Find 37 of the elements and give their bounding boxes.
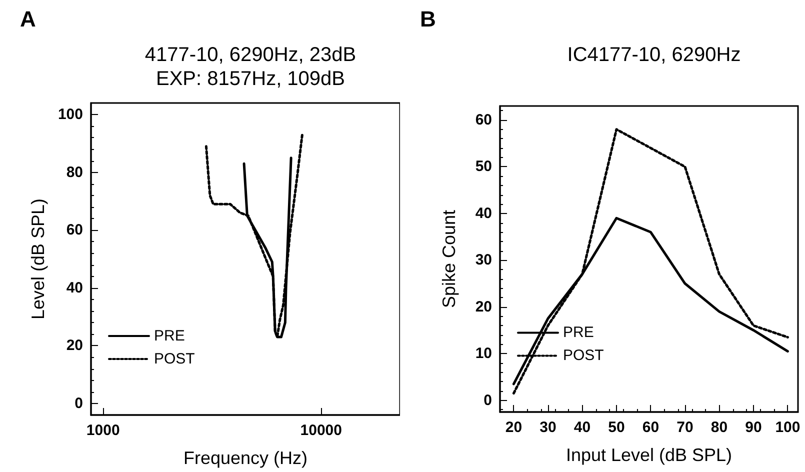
y-tick-label: 40 (66, 279, 83, 296)
y-tick-label: 100 (58, 106, 83, 124)
x-tick-label: 20 (505, 419, 522, 436)
legend-label: POST (154, 350, 195, 368)
y-tick-label: 0 (74, 394, 83, 412)
y-tick-label: 0 (484, 392, 492, 409)
x-tick-label: 30 (540, 419, 556, 436)
x-axis-title: Frequency (Hz) (183, 448, 308, 468)
x-tick-label: 100 (775, 419, 800, 436)
text: B (420, 6, 436, 32)
x-tick-label: 90 (745, 419, 762, 436)
x-tick-label: 10000 (300, 422, 342, 439)
x-tick-label: 70 (676, 419, 694, 436)
x-tick-label: 60 (642, 419, 660, 436)
y-tick-label: 30 (475, 252, 492, 269)
y-tick-label: 20 (475, 298, 492, 316)
x-tick-label: 50 (608, 419, 625, 436)
y-axis-title: Spike Count (439, 210, 459, 308)
y-tick-label: 60 (475, 112, 492, 129)
x-axis-title: Input Level (dB SPL) (566, 445, 732, 465)
text: A (20, 6, 36, 32)
y-tick-label: 20 (66, 337, 83, 354)
y-tick-label: 50 (475, 158, 492, 176)
legend-label: POST (563, 347, 604, 364)
x-tick-label: 80 (710, 419, 728, 436)
legend-label: PRE (563, 324, 594, 342)
y-tick-label: 40 (475, 204, 492, 222)
line-series (512, 128, 789, 395)
y-axis-title: Level (dB SPL) (28, 198, 48, 320)
y-tick-label: 80 (66, 164, 83, 181)
chart-title: 4177-10, 6290Hz, 23dB EXP: 8157Hz, 109dB (144, 44, 356, 90)
x-tick-label: 1000 (86, 422, 120, 439)
y-tick-label: 60 (66, 222, 83, 239)
y-tick-label: 10 (475, 345, 492, 362)
chart-title: IC4177-10, 6290Hz (567, 44, 741, 66)
legend-label: PRE (154, 328, 185, 344)
x-tick-label: 40 (574, 419, 591, 436)
